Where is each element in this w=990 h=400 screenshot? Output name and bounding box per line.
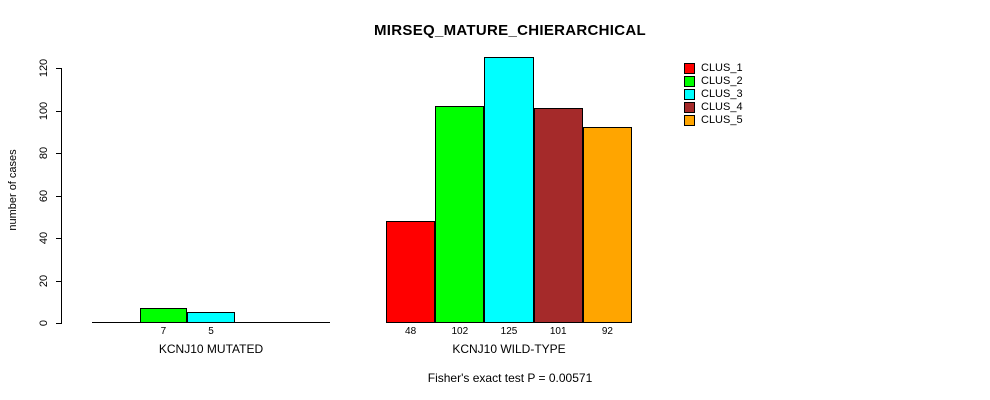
legend-row-clus_4: CLUS_4 [684, 101, 743, 114]
chart-title: MIRSEQ_MATURE_CHIERARCHICAL [374, 22, 646, 39]
y-axis-tick [56, 68, 61, 69]
legend-label: CLUS_2 [701, 75, 743, 87]
bar-CLUS_2-kcnj10-wild-type [435, 106, 484, 323]
bar-CLUS_2-kcnj10-mutated [140, 308, 187, 323]
y-axis-tick [56, 238, 61, 239]
legend-label: CLUS_4 [701, 101, 743, 113]
group-label-kcnj10-mutated: KCNJ10 MUTATED [158, 342, 264, 356]
bar-value-label: 48 [405, 326, 417, 337]
legend-swatch-clus_3 [684, 89, 695, 100]
bar-CLUS_3-kcnj10-mutated [187, 312, 235, 323]
bar-value-label: 101 [549, 326, 567, 337]
legend-swatch-clus_2 [684, 76, 695, 87]
bar-value-label: 7 [160, 326, 167, 337]
y-axis-tick-label: 120 [38, 58, 50, 78]
y-axis-tick [56, 281, 61, 282]
zero-bar-CLUS_4 [235, 322, 282, 323]
y-axis-label: number of cases [7, 149, 19, 231]
legend-swatch-clus_5 [684, 115, 695, 126]
bar-CLUS_4-kcnj10-wild-type [534, 108, 583, 323]
zero-bar-CLUS_5 [282, 322, 330, 323]
legend: CLUS_1 CLUS_2 CLUS_3 CLUS_4 CLUS_5 [684, 62, 743, 127]
annotation-text: Fisher's exact test P = 0.00571 [427, 371, 593, 385]
group-label-kcnj10-wild-type: KCNJ10 WILD-TYPE [452, 342, 566, 356]
y-axis-tick [56, 196, 61, 197]
bar-value-label: 5 [208, 326, 214, 337]
bar-value-label: 125 [500, 326, 518, 337]
y-axis-tick [56, 153, 61, 154]
y-axis-tick [56, 111, 61, 112]
y-axis-tick-label: 80 [38, 146, 50, 160]
y-axis-tick-label: 60 [38, 189, 50, 203]
y-axis-tick-label: 40 [38, 231, 50, 245]
legend-row-clus_5: CLUS_5 [684, 114, 743, 127]
y-axis-tick-label: 0 [38, 319, 50, 327]
y-axis-tick-label: 20 [38, 274, 50, 288]
legend-label: CLUS_5 [701, 114, 743, 126]
bar-CLUS_3-kcnj10-wild-type [484, 57, 534, 323]
zero-bar-CLUS_1 [92, 322, 140, 323]
bar-value-label: 92 [601, 326, 613, 337]
legend-row-clus_1: CLUS_1 [684, 62, 743, 75]
bar-CLUS_5-kcnj10-wild-type [583, 127, 632, 323]
legend-row-clus_3: CLUS_3 [684, 88, 743, 101]
legend-label: CLUS_3 [701, 88, 743, 100]
y-axis-tick [56, 323, 61, 324]
y-axis-line [61, 68, 62, 324]
bar-value-label: 102 [451, 326, 469, 337]
legend-row-clus_2: CLUS_2 [684, 75, 743, 88]
bar-CLUS_1-kcnj10-wild-type [386, 221, 435, 323]
y-axis-tick-label: 100 [38, 101, 50, 121]
legend-label: CLUS_1 [701, 62, 743, 74]
legend-swatch-clus_4 [684, 102, 695, 113]
legend-swatch-clus_1 [684, 63, 695, 74]
